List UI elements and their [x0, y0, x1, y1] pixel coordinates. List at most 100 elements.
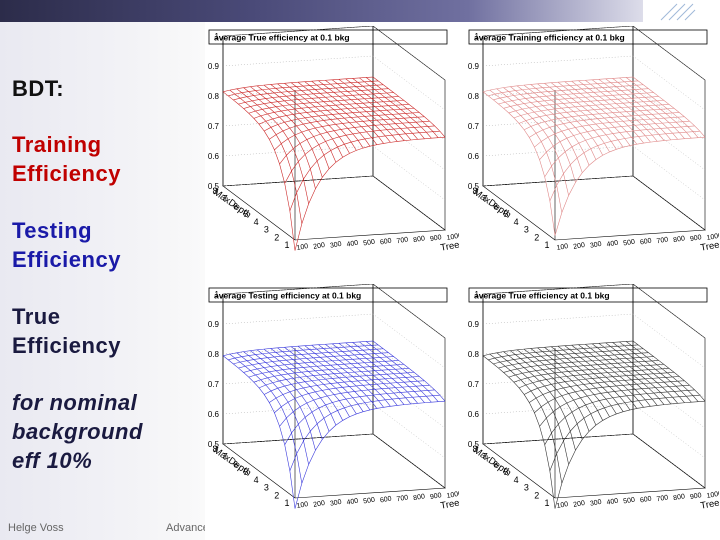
surface-line-trees — [591, 343, 665, 405]
x-tick-label: 4 — [254, 217, 259, 227]
surface-line-trees — [619, 341, 692, 403]
x-tick-label: 5 — [243, 467, 248, 477]
surface-line-trees — [496, 88, 569, 196]
title-bar — [0, 0, 720, 22]
z-gridline — [482, 145, 706, 201]
x-tick-label: 2 — [274, 232, 279, 242]
surface-line-trees — [243, 87, 316, 189]
y-tick-label: 600 — [639, 237, 652, 246]
surface-line-trees — [318, 344, 391, 407]
surface-line-trees — [277, 83, 350, 154]
surface-line-depth — [238, 352, 389, 369]
surface-line-depth — [253, 100, 404, 119]
surface-line-depth — [554, 400, 706, 509]
y-tick-label: 100 — [296, 243, 309, 252]
x-tick-label: 1 — [284, 240, 289, 250]
surface-plot-0: average True efficiency at 0.1 bkg 0.5 0.6… — [208, 26, 459, 254]
z-tick-label: 0.6 — [468, 410, 480, 419]
surface-line-trees — [352, 342, 425, 403]
label-true-2: Efficiency — [12, 333, 121, 358]
footer-author: Helge Voss — [8, 522, 64, 534]
z-tick-label: 0.8 — [208, 350, 220, 359]
y-tick-label: 500 — [363, 497, 376, 506]
label-true-1: True — [12, 304, 61, 329]
plot-testing: average Testing efficiency at 0.1 bkg 0.5… — [207, 284, 459, 534]
surface-line-trees — [236, 88, 309, 204]
z-tick-label: 0.9 — [208, 320, 220, 329]
surface-line-trees — [297, 81, 371, 147]
y-tick-label: 900 — [429, 492, 442, 501]
x-tick-label: 3 — [264, 483, 269, 493]
z-tick-label: 1 — [475, 290, 480, 299]
surface-line-trees — [578, 344, 651, 407]
z-tick-label: 0.6 — [208, 152, 220, 161]
y-tick-label: 900 — [689, 492, 702, 501]
surface-line-depth — [274, 380, 425, 413]
surface-line-trees — [496, 352, 569, 465]
y-tick-label: 400 — [606, 240, 619, 249]
surface-line-trees — [359, 341, 432, 403]
z-gridline — [482, 26, 706, 81]
surface-line-depth — [534, 116, 685, 148]
plot-title-box — [208, 29, 448, 45]
surface-line-trees — [571, 344, 644, 408]
z-tick-label: 0.8 — [208, 92, 220, 101]
surface-line-trees — [598, 79, 672, 141]
surface-line-trees — [256, 85, 330, 169]
z-gridline — [482, 284, 706, 339]
surface-mesh — [222, 76, 446, 251]
surface-line-trees — [250, 86, 323, 178]
footer-title: Advanced — [166, 522, 215, 534]
y-tick-label: 300 — [589, 241, 602, 250]
y-tick-label: 600 — [379, 495, 392, 504]
x-tick-label: 3 — [524, 483, 529, 493]
surface-line-trees — [516, 85, 590, 166]
surface-line-trees — [222, 91, 296, 251]
z-tick-label: 0.9 — [468, 62, 480, 71]
x-tick-label: 7 — [483, 194, 488, 204]
surface-line-depth — [269, 112, 420, 140]
surface-line-trees — [516, 349, 590, 432]
floor — [482, 175, 706, 241]
surface-line-depth — [233, 84, 384, 101]
surface-line-trees — [291, 82, 364, 149]
x-tick-label: 5 — [503, 467, 508, 477]
z-tick-label: 0.5 — [468, 440, 480, 449]
x-tick-label: 1 — [544, 240, 549, 250]
surface-line-depth — [493, 348, 644, 365]
surface-line-trees — [585, 80, 658, 142]
surface-line-depth — [243, 92, 394, 109]
surface-line-depth — [233, 348, 384, 365]
surface-line-trees — [482, 355, 556, 509]
surface-line-trees — [503, 351, 576, 451]
y-tick-label: 800 — [413, 235, 426, 244]
y-tick-label: 700 — [656, 236, 669, 245]
surface-line-trees — [372, 76, 446, 138]
surface-line-depth — [498, 352, 649, 369]
y-tick-label: 800 — [673, 493, 686, 502]
z-tick-label: 0.8 — [468, 92, 480, 101]
surface-line-trees — [605, 342, 678, 404]
z-tick-label: 0.9 — [208, 62, 220, 71]
surface-line-trees — [236, 352, 309, 465]
surface-line-trees — [325, 80, 398, 142]
surface-line-trees — [311, 80, 384, 144]
x-tick-label: 8 — [212, 186, 217, 196]
surface-line-trees — [626, 341, 699, 402]
x-tick-label: 7 — [483, 452, 488, 462]
surface-line-trees — [311, 344, 384, 408]
surface-line-trees — [605, 78, 678, 140]
x-tick-label: 6 — [493, 201, 498, 211]
z-tick-label: 0.5 — [468, 182, 480, 191]
x-tick-label: 4 — [514, 217, 519, 227]
surface-line-trees — [331, 343, 405, 405]
surface-line-trees — [612, 78, 685, 139]
surface-line-depth — [513, 364, 664, 383]
logo — [643, 0, 720, 24]
y-tick-label: 800 — [673, 235, 686, 244]
surface-line-trees — [571, 80, 644, 144]
plot-true-red: average True efficiency at 0.1 bkg 0.5 0.6… — [207, 26, 459, 276]
y-tick-label: 500 — [623, 239, 636, 248]
plot-title-box — [208, 287, 448, 303]
surface-line-trees — [544, 347, 617, 415]
